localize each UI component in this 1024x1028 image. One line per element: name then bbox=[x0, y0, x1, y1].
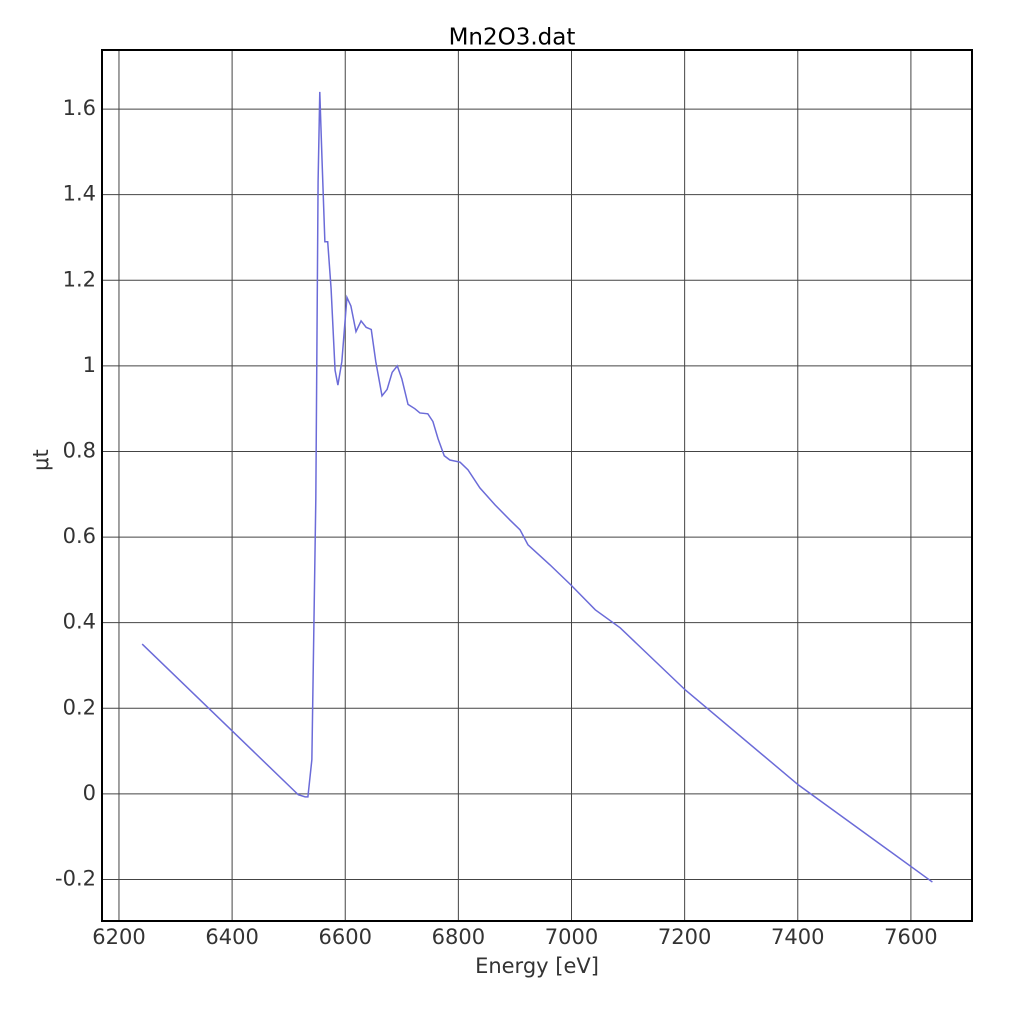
x-tick-label: 7600 bbox=[884, 925, 937, 949]
y-tick-label: 1.6 bbox=[63, 96, 96, 120]
data-line bbox=[141, 91, 933, 883]
y-tick-label: 0.8 bbox=[63, 438, 96, 462]
y-tick-label: -0.2 bbox=[55, 866, 96, 890]
x-tick-label: 6800 bbox=[432, 925, 485, 949]
y-tick-label: 0 bbox=[83, 781, 96, 805]
y-tick-label: 1.4 bbox=[63, 182, 96, 206]
y-tick-label: 1 bbox=[83, 353, 96, 377]
chart-title: Mn2O3.dat bbox=[449, 25, 576, 51]
plot-frame bbox=[101, 49, 973, 922]
x-tick-label: 7000 bbox=[545, 925, 598, 949]
y-tick-label: 0.6 bbox=[63, 524, 96, 548]
y-axis-label: μt bbox=[29, 449, 53, 471]
y-tick-label: 0.2 bbox=[63, 695, 96, 719]
y-tick-label: 0.4 bbox=[63, 610, 96, 634]
x-tick-label: 7200 bbox=[658, 925, 711, 949]
x-tick-label: 6400 bbox=[205, 925, 258, 949]
x-axis-label: Energy [eV] bbox=[475, 954, 599, 978]
y-tick-label: 1.2 bbox=[63, 267, 96, 291]
x-tick-label: 6600 bbox=[319, 925, 372, 949]
x-tick-label: 6200 bbox=[92, 925, 145, 949]
x-tick-label: 7400 bbox=[771, 925, 824, 949]
